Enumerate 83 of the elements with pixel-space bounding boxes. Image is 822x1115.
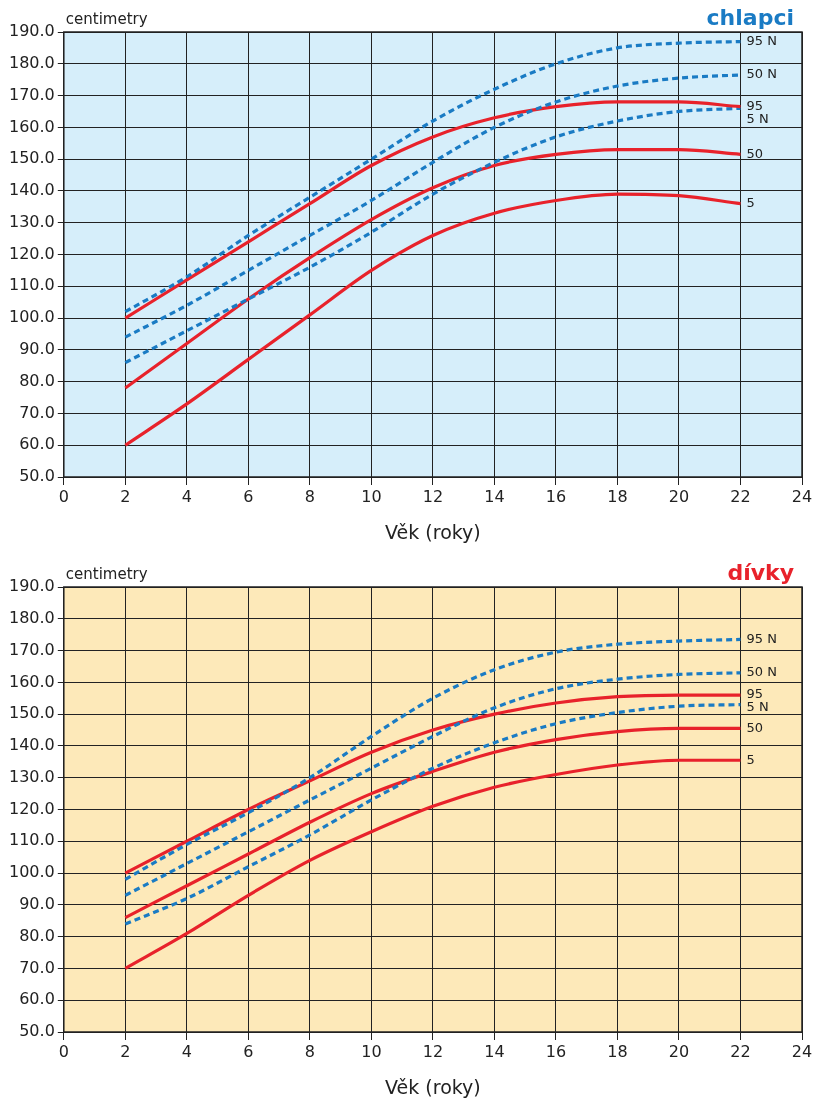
x-tick-label: 0 [58,1041,69,1061]
line-series [123,148,743,390]
y-tick-label: 140.0 [8,735,55,755]
line-series [123,106,743,365]
x-tick-label: 8 [304,486,315,506]
y-tick-label: 160.0 [8,116,55,136]
x-tick-label: 18 [607,486,628,506]
x-tick-label: 2 [120,1041,131,1061]
y-tick-label: 130.0 [8,211,55,231]
y-tick-label: 100.0 [8,307,55,327]
chart-title: chlapci [706,4,794,30]
y-tick-label: 70.0 [19,402,55,422]
y-tick-label: 160.0 [8,671,55,691]
y-tick-label: 150.0 [8,703,55,723]
y-axis-title: centimetry [65,565,148,584]
x-tick-label: 6 [243,486,254,506]
line-series [123,758,743,971]
y-tick-label: 90.0 [19,894,55,914]
x-tick-label: 24 [791,486,813,506]
x-tick-label: 10 [361,486,382,506]
x-tick-label: 20 [668,1041,690,1061]
y-tick-label: 120.0 [8,798,55,818]
x-tick-label: 16 [545,486,567,506]
y-tick-label: 140.0 [8,180,55,200]
y-tick-label: 190.0 [8,576,55,596]
x-tick-label: 4 [181,486,192,506]
y-tick-label: 150.0 [8,148,55,168]
series-label: 95 N [746,630,777,646]
x-tick-label: 20 [668,486,690,506]
line-series [123,637,743,882]
line-series [123,671,743,897]
x-tick-label: 22 [730,486,751,506]
x-tick-label: 2 [120,486,131,506]
x-tick-label: 22 [730,1041,751,1061]
y-tick-label: 170.0 [8,639,55,659]
line-series [123,100,743,320]
line-series [123,693,743,875]
y-tick-label: 110.0 [8,275,55,295]
y-tick-label: 110.0 [8,830,55,850]
series-label: 95 [746,686,764,702]
x-tick-label: 10 [361,1041,382,1061]
series-label: 50 N [746,664,777,680]
y-tick-label: 180.0 [8,52,55,72]
x-axis-title: Věk (roky) [385,520,481,543]
x-tick-label: 12 [422,1041,444,1061]
y-tick-label: 130.0 [8,766,55,786]
x-axis-title: Věk (roky) [385,1075,481,1098]
x-tick-label: 8 [304,1041,315,1061]
y-tick-label: 60.0 [19,989,55,1009]
x-tick-label: 6 [243,1041,254,1061]
series-label: 50 N [746,66,777,82]
series-label: 50 [746,719,764,735]
x-tick-label: 14 [484,486,505,506]
series-label: 50 [746,145,764,161]
y-tick-label: 170.0 [8,84,55,104]
y-tick-label: 60.0 [19,434,55,454]
y-tick-label: 80.0 [19,925,55,945]
series-label: 5 N [746,699,769,715]
y-tick-label: 100.0 [8,862,55,882]
y-tick-label: 50.0 [19,1021,55,1041]
x-tick-label: 16 [545,1041,567,1061]
y-tick-label: 90.0 [19,339,55,359]
x-tick-label: 18 [607,1041,628,1061]
y-tick-label: 120.0 [8,243,55,263]
line-series [123,39,743,314]
y-axis-title: centimetry [65,10,148,29]
y-tick-label: 80.0 [19,370,55,390]
x-tick-label: 12 [422,486,444,506]
series-label: 5 [746,751,755,767]
series-label: 5 [746,195,755,211]
series-label: 5 N [746,111,769,127]
line-series [123,192,743,447]
x-tick-label: 4 [181,1041,192,1061]
x-tick-label: 24 [791,1041,813,1061]
y-tick-label: 50.0 [19,466,55,486]
chart-title: dívky [727,559,794,585]
y-tick-label: 70.0 [19,957,55,977]
y-tick-label: 180.0 [8,607,55,627]
x-tick-label: 0 [58,486,69,506]
y-tick-label: 190.0 [8,21,55,41]
x-tick-label: 14 [484,1041,505,1061]
series-label: 95 [746,98,764,114]
series-label: 95 N [746,32,777,48]
